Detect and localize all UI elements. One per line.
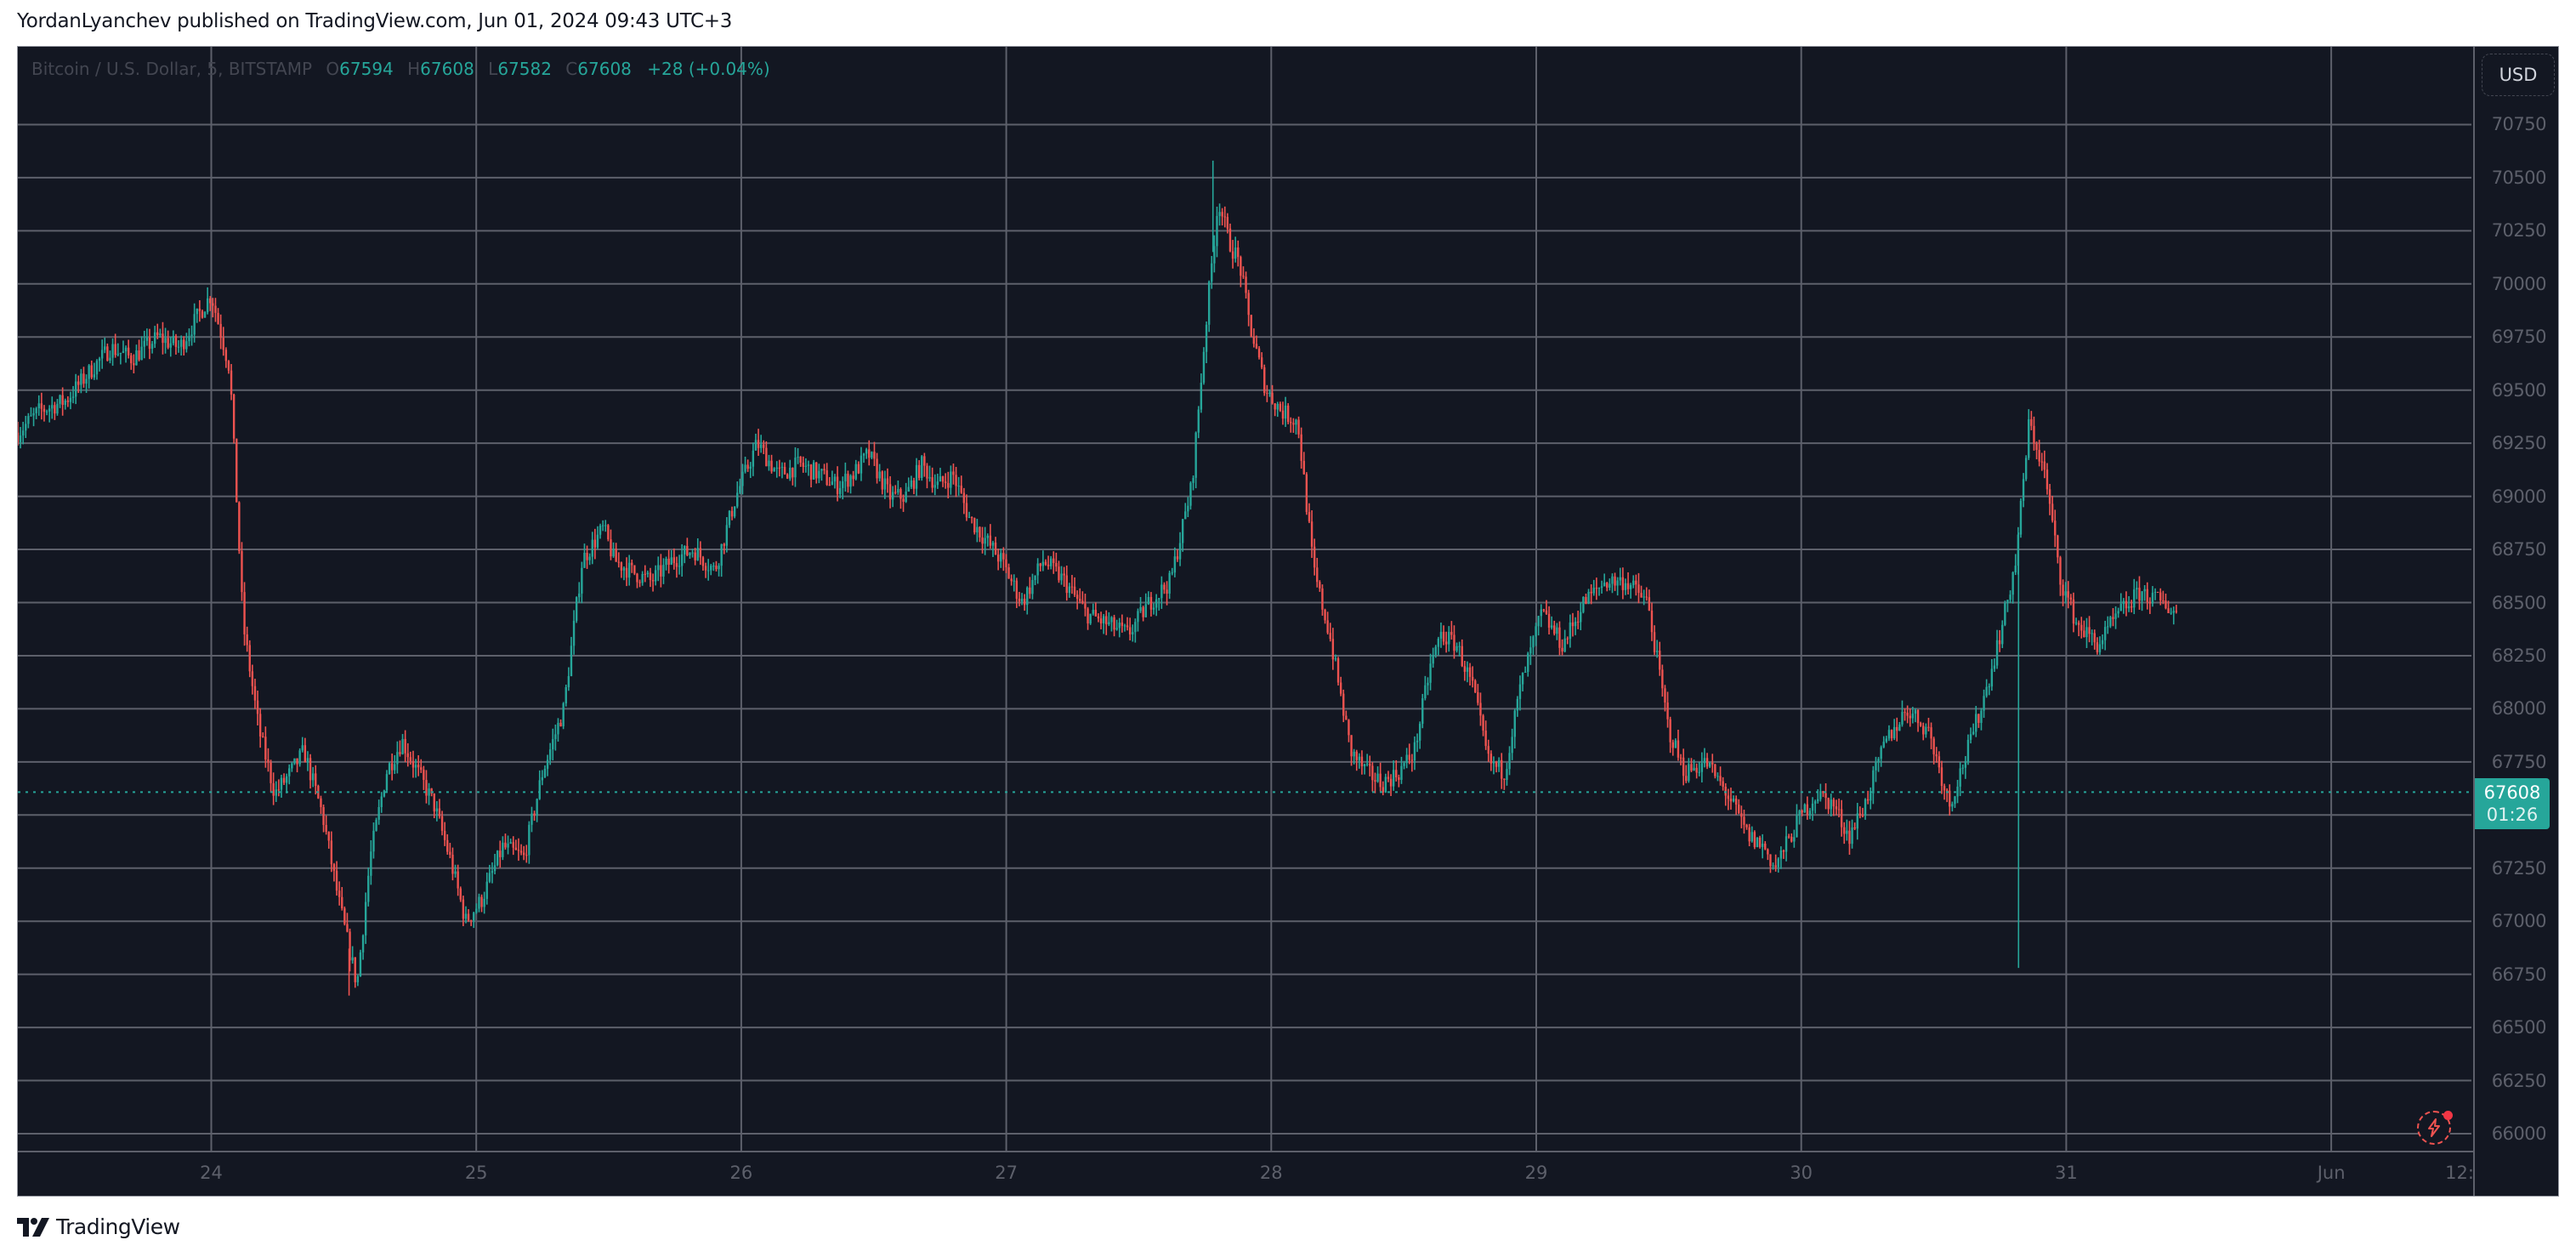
price-tick: 66250	[2491, 1070, 2547, 1091]
price-tick: 68000	[2491, 698, 2547, 720]
tv-logo-icon	[17, 1217, 49, 1237]
price-tick: 68750	[2491, 539, 2547, 560]
notification-dot	[2443, 1111, 2453, 1120]
open-value: 67594	[339, 59, 394, 79]
tradingview-logo[interactable]: TradingView	[17, 1214, 180, 1239]
price-tick: 67750	[2491, 751, 2547, 772]
price-tick: 67250	[2491, 857, 2547, 879]
price-tick: 69250	[2491, 433, 2547, 454]
price-tick: 66750	[2491, 964, 2547, 985]
low-key: L	[488, 59, 498, 79]
tv-brand-text: TradingView	[56, 1214, 180, 1239]
close-key: C	[565, 59, 578, 79]
bar-countdown: 01:26	[2486, 805, 2539, 826]
time-tick: Jun	[2317, 1163, 2346, 1183]
chart-frame: Bitcoin / U.S. Dollar, 5, BITSTAMP O6759…	[17, 46, 2559, 1197]
price-tick: 70250	[2491, 220, 2547, 242]
last-price-label: 67608 01:26	[2475, 778, 2550, 830]
flash-alert-button[interactable]	[2417, 1111, 2453, 1145]
time-tick: 24	[200, 1163, 223, 1183]
candlestick-chart	[18, 47, 2471, 1151]
price-tick: 70000	[2491, 273, 2547, 294]
symbol-title[interactable]: Bitcoin / U.S. Dollar, 5, BITSTAMP	[31, 59, 313, 79]
price-tick: 69750	[2491, 327, 2547, 348]
high-key: H	[407, 59, 421, 79]
high-value: 67608	[420, 59, 474, 79]
change-value: +28 (+0.04%)	[647, 59, 770, 79]
time-tick: 29	[1524, 1163, 1548, 1183]
price-tick: 68250	[2491, 645, 2547, 666]
price-tick: 68500	[2491, 592, 2547, 613]
price-tick: 69000	[2491, 486, 2547, 507]
price-tick: 66000	[2491, 1123, 2547, 1144]
close-value: 67608	[577, 59, 632, 79]
currency-button[interactable]: USD	[2482, 54, 2555, 96]
price-axis[interactable]: USD 660006625066500667506700067250675006…	[2473, 47, 2558, 1196]
price-tick: 70500	[2491, 167, 2547, 188]
time-tick: 12:	[2445, 1163, 2474, 1183]
chart-plot-area[interactable]: Bitcoin / U.S. Dollar, 5, BITSTAMP O6759…	[18, 47, 2471, 1151]
time-tick: 26	[729, 1163, 753, 1183]
symbol-legend: Bitcoin / U.S. Dollar, 5, BITSTAMP O6759…	[31, 59, 770, 79]
open-key: O	[326, 59, 340, 79]
time-tick: 25	[464, 1163, 488, 1183]
time-tick: 31	[2055, 1163, 2078, 1183]
time-axis[interactable]: 24 25 26 27 28 29 30 31 Jun 12:	[18, 1151, 2474, 1196]
last-price-value: 67608	[2483, 782, 2541, 804]
low-value: 67582	[497, 59, 552, 79]
lightning-icon	[2426, 1118, 2443, 1137]
time-tick: 27	[995, 1163, 1018, 1183]
time-tick: 28	[1259, 1163, 1283, 1183]
price-tick: 67000	[2491, 911, 2547, 932]
time-tick: 30	[1790, 1163, 1813, 1183]
price-tick: 69500	[2491, 379, 2547, 401]
price-tick: 70750	[2491, 114, 2547, 135]
publish-header: YordanLyanchev published on TradingView.…	[17, 10, 733, 32]
price-tick: 66500	[2491, 1017, 2547, 1038]
